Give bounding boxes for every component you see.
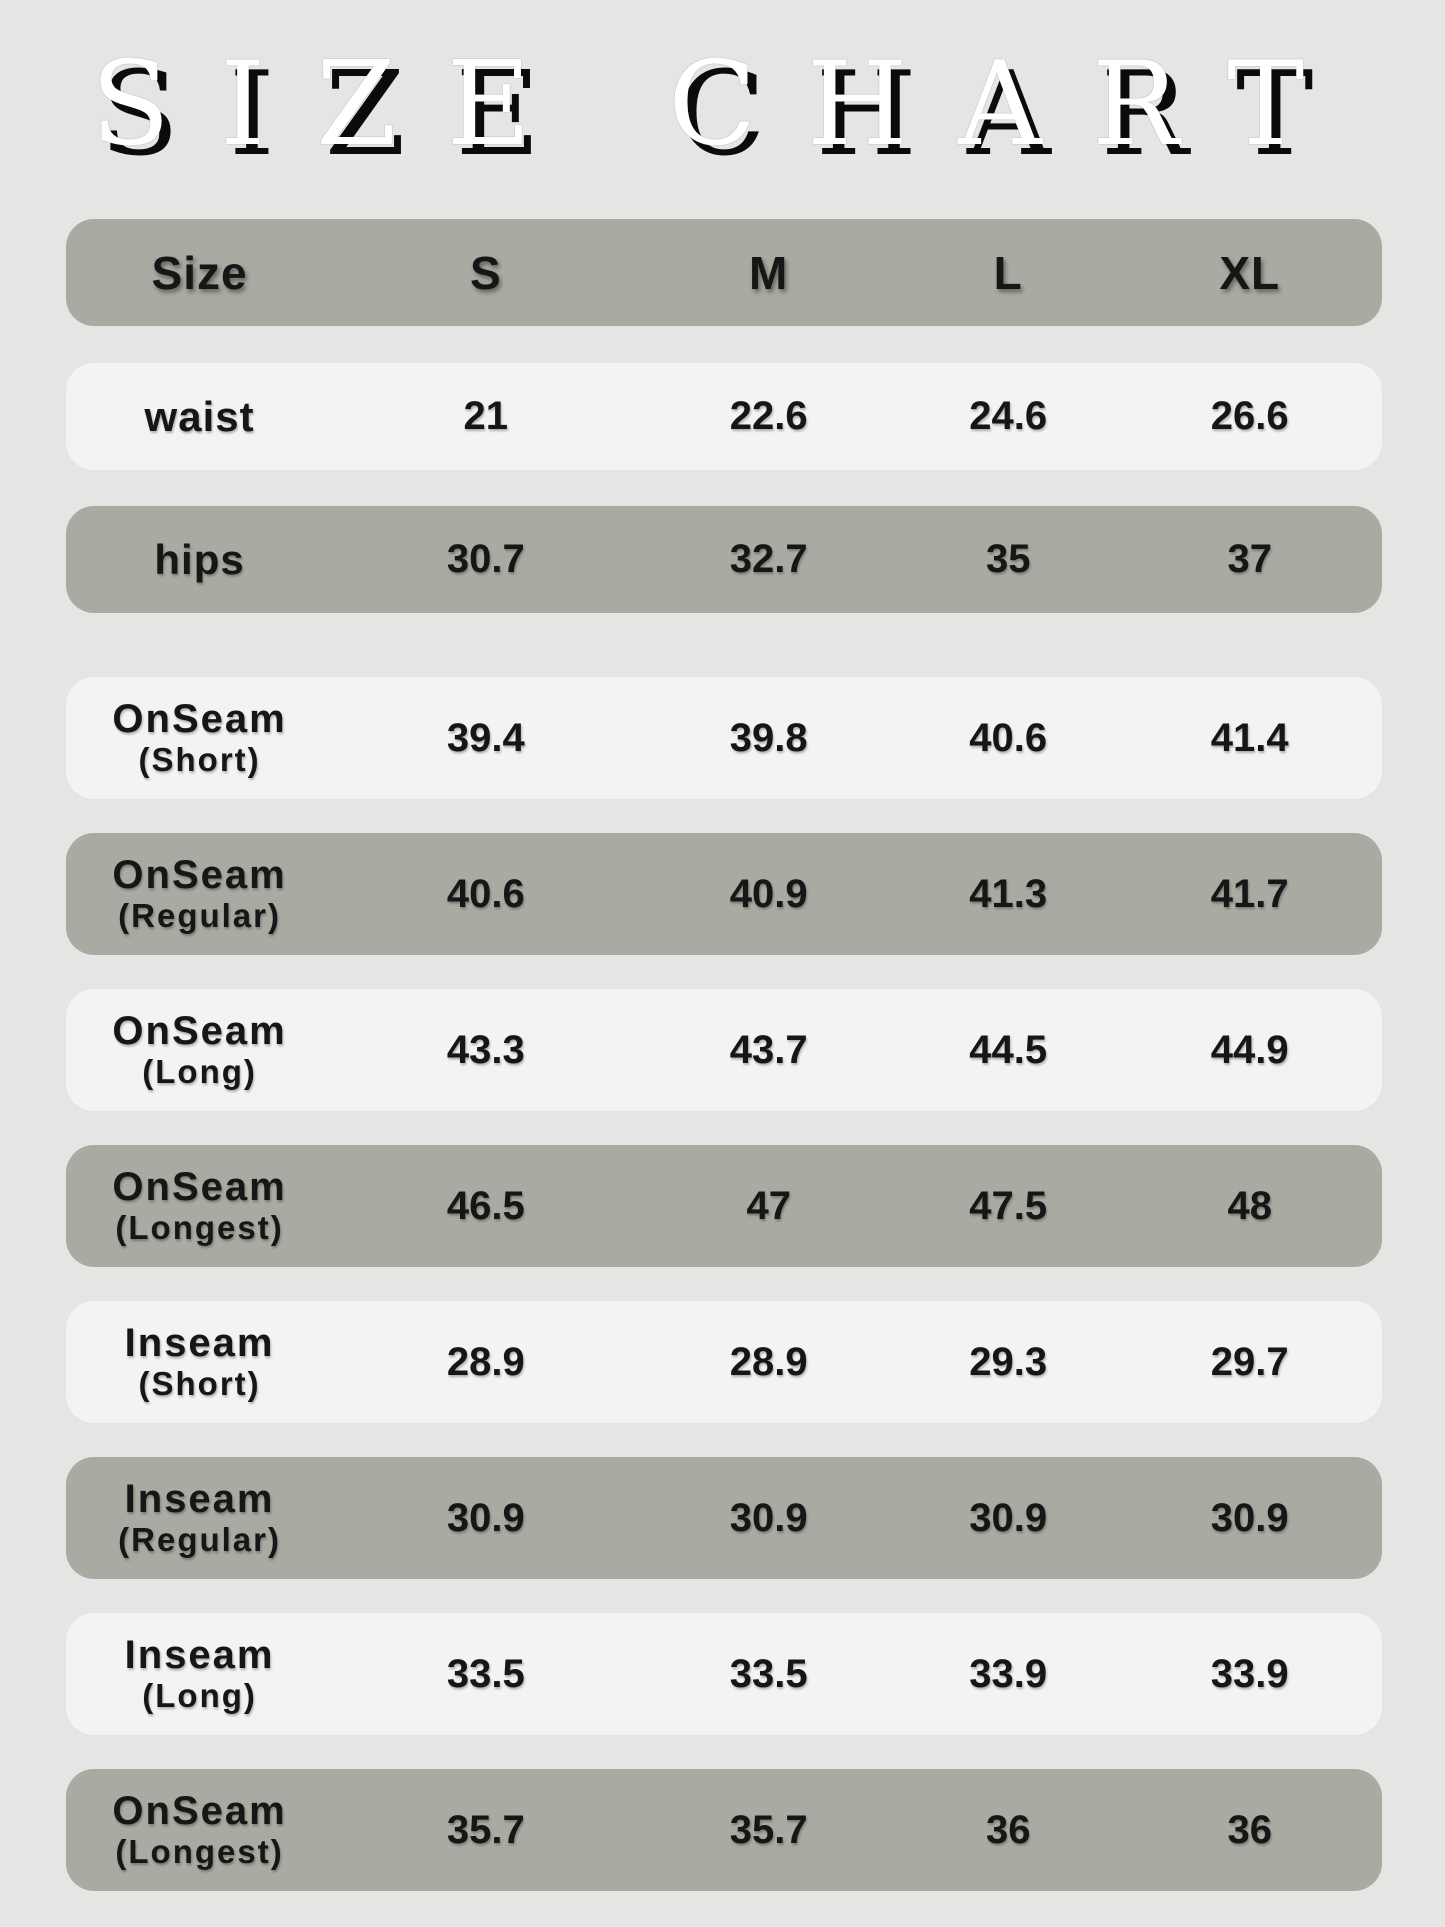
cell-value: 35.7	[446, 1807, 525, 1852]
row-sublabel: (Regular)	[118, 1521, 281, 1559]
cell-value: 22.6	[729, 394, 808, 439]
cell-value: 39.8	[729, 715, 808, 760]
row-label: Inseam	[124, 1477, 275, 1522]
row-sublabel: (Regular)	[118, 897, 281, 935]
row-label-group: OnSeam (Longest)	[66, 1789, 333, 1871]
cell-value: 47	[746, 1183, 791, 1228]
row-label: Inseam	[124, 1321, 275, 1366]
table-row-onseam-regular: OnSeam (Regular) 40.6 40.9 41.3 41.7	[66, 833, 1382, 956]
row-label-group: OnSeam (Short)	[66, 697, 333, 779]
row-sublabel: (Short)	[138, 741, 261, 779]
row-label: Inseam	[124, 1633, 275, 1678]
row-label-group: OnSeam (Long)	[66, 1009, 333, 1091]
row-sublabel: (Long)	[142, 1677, 257, 1715]
cell-value: 28.9	[446, 1339, 525, 1384]
cell-value: 36	[1227, 1807, 1272, 1852]
table-header-row: Size S M L XL	[66, 219, 1382, 327]
cell-value: 30.9	[1210, 1495, 1289, 1540]
row-label: OnSeam	[112, 697, 287, 742]
cell-value: 29.3	[969, 1339, 1048, 1384]
cell-value: 30.7	[446, 537, 525, 582]
table-row-inseam-short: Inseam (Short) 28.9 28.9 29.3 29.7	[66, 1301, 1382, 1424]
cell-value: 40.9	[729, 871, 808, 916]
column-header-s: S	[469, 246, 502, 299]
column-header-size: Size	[151, 246, 248, 299]
cell-value: 43.7	[729, 1027, 808, 1072]
cell-value: 41.3	[969, 871, 1048, 916]
cell-value: 30.9	[446, 1495, 525, 1540]
column-header-l: L	[993, 246, 1023, 299]
row-sublabel: (Short)	[138, 1365, 261, 1403]
row-label: waist	[144, 393, 255, 441]
table-row-hips: hips 30.7 32.7 35 37	[66, 506, 1382, 614]
table-row-onseam-longest: OnSeam (Longest) 46.5 47 47.5 48	[66, 1145, 1382, 1268]
cell-value: 35	[985, 537, 1031, 582]
table-row-waist: waist 21 22.6 24.6 26.6	[66, 363, 1382, 471]
cell-value: 44.5	[969, 1027, 1048, 1072]
table-row-onseam-long: OnSeam (Long) 43.3 43.7 44.5 44.9	[66, 989, 1382, 1112]
size-table: Size S M L XL waist 21 22.6 24.6 26.6 hi…	[66, 219, 1382, 1892]
row-label: OnSeam	[112, 853, 287, 898]
column-header-xl: XL	[1219, 246, 1281, 299]
row-label-group: Inseam (Short)	[66, 1321, 333, 1403]
cell-value: 35.7	[729, 1807, 808, 1852]
cell-value: 40.6	[969, 715, 1048, 760]
table-row-inseam-long: Inseam (Long) 33.5 33.5 33.9 33.9	[66, 1613, 1382, 1736]
cell-value: 37	[1227, 537, 1272, 582]
cell-value: 41.4	[1210, 715, 1289, 760]
row-label: hips	[154, 536, 245, 584]
row-sublabel: (Longest)	[115, 1209, 284, 1247]
cell-value: 24.6	[969, 394, 1048, 439]
table-row-inseam-regular: Inseam (Regular) 30.9 30.9 30.9 30.9	[66, 1457, 1382, 1580]
cell-value: 40.6	[446, 871, 525, 916]
table-row-onseam-short: OnSeam (Short) 39.4 39.8 40.6 41.4	[66, 677, 1382, 800]
cell-value: 30.9	[969, 1495, 1048, 1540]
cell-value: 33.5	[729, 1651, 808, 1696]
cell-value: 44.9	[1210, 1027, 1289, 1072]
row-label: OnSeam	[112, 1009, 287, 1054]
row-label-group: Inseam (Long)	[66, 1633, 333, 1715]
column-header-m: M	[749, 246, 789, 299]
row-label: OnSeam	[112, 1165, 287, 1210]
cell-value: 43.3	[446, 1027, 525, 1072]
cell-value: 46.5	[446, 1183, 525, 1228]
cell-value: 33.9	[1210, 1651, 1289, 1696]
cell-value: 41.7	[1210, 871, 1289, 916]
cell-value: 29.7	[1210, 1339, 1289, 1384]
cell-value: 30.9	[729, 1495, 808, 1540]
cell-value: 47.5	[969, 1183, 1048, 1228]
row-label: OnSeam	[112, 1789, 287, 1834]
table-row-onseam-longest-bottom: OnSeam (Longest) 35.7 35.7 36 36	[66, 1769, 1382, 1892]
row-label-group: Inseam (Regular)	[66, 1477, 333, 1559]
cell-value: 39.4	[446, 715, 525, 760]
page-title: SIZE CHART	[90, 37, 1355, 172]
row-label-group: OnSeam (Longest)	[66, 1165, 333, 1247]
row-label-group: OnSeam (Regular)	[66, 853, 333, 935]
cell-value: 48	[1227, 1183, 1272, 1228]
cell-value: 21	[463, 394, 509, 439]
row-sublabel: (Long)	[142, 1053, 257, 1091]
cell-value: 26.6	[1210, 394, 1289, 439]
cell-value: 28.9	[729, 1339, 808, 1384]
cell-value: 33.5	[446, 1651, 525, 1696]
cell-value: 33.9	[969, 1651, 1048, 1696]
cell-value: 32.7	[729, 537, 808, 582]
cell-value: 36	[985, 1807, 1031, 1852]
row-sublabel: (Longest)	[115, 1833, 284, 1871]
